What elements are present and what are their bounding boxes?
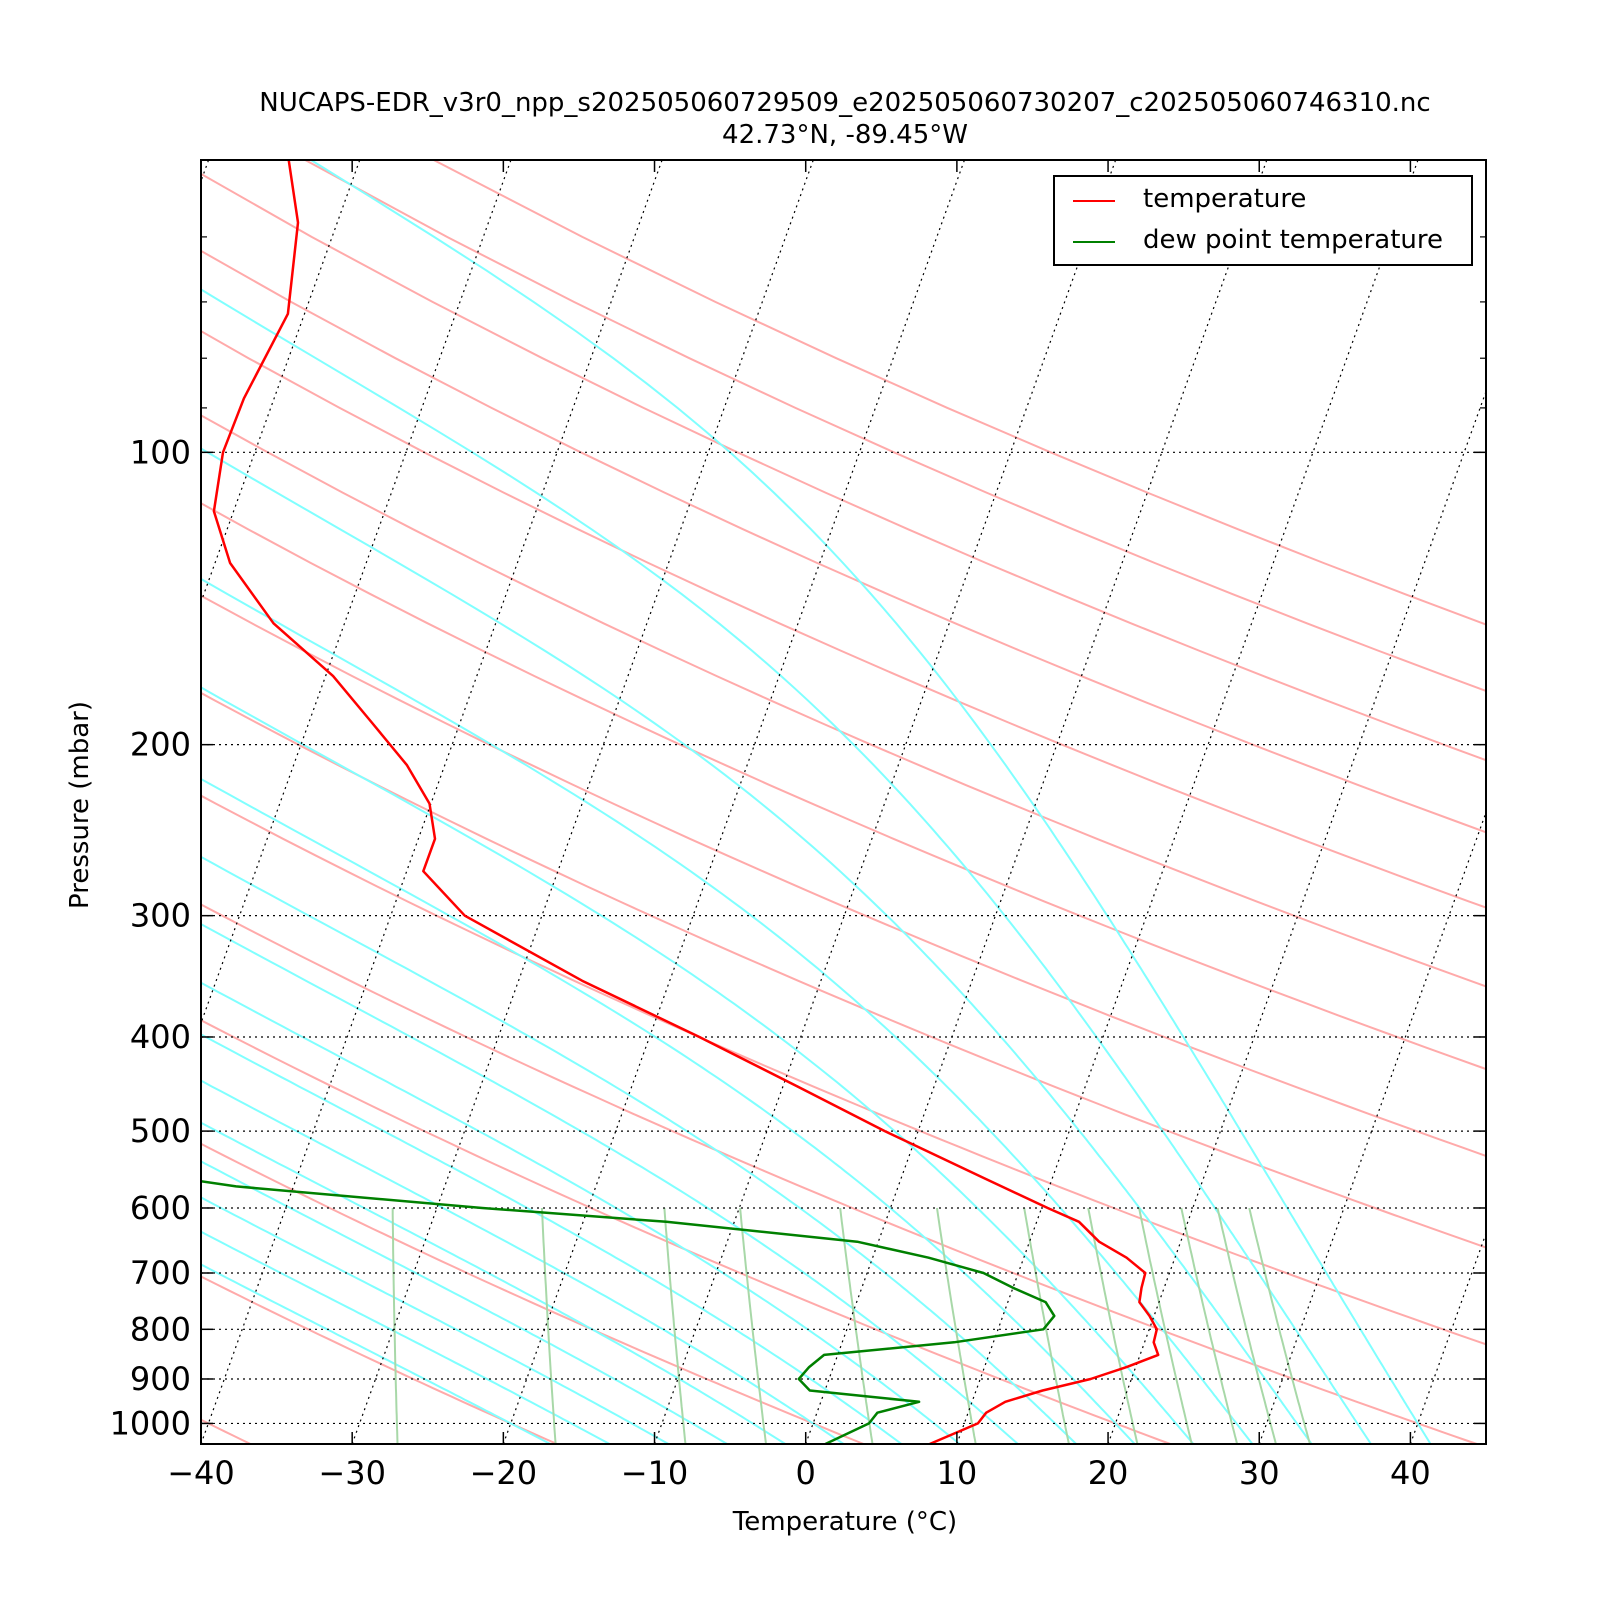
temperature-line <box>212 160 1160 1444</box>
isotherm-line <box>1107 389 1486 1444</box>
y-tick-label: 1000 <box>110 1404 191 1442</box>
x-tick-label: −40 <box>167 1454 235 1492</box>
legend-swatch-temperature <box>1073 200 1115 202</box>
chart-subtitle: 42.73°N, -89.45°W <box>722 120 968 150</box>
isotherm-line <box>805 160 1268 1444</box>
moist-adiabat-line <box>201 686 1195 1444</box>
legend-swatch-dewpoint <box>1073 241 1115 243</box>
mixing-ratio-line <box>839 1207 874 1444</box>
y-tick-label: 100 <box>130 433 191 471</box>
y-tick-label: 300 <box>130 897 191 935</box>
x-axis-label: Temperature (°C) <box>732 1507 958 1537</box>
moist-adiabat-line <box>201 1263 551 1444</box>
y-tick-label: 900 <box>130 1360 191 1398</box>
moist-adiabat-line <box>201 577 1254 1444</box>
x-tick-label: 20 <box>1088 1454 1129 1492</box>
mixing-ratio-line <box>1023 1207 1070 1444</box>
moist-adiabat-line <box>201 855 1077 1444</box>
moist-adiabat-line <box>201 1230 611 1444</box>
dry-adiabat-line <box>201 172 1486 762</box>
x-tick-label: 40 <box>1390 1454 1431 1492</box>
moist-adiabat-line <box>201 922 1019 1444</box>
x-tick-label: 30 <box>1239 1454 1280 1492</box>
y-tick-label: 800 <box>130 1310 191 1348</box>
moist-adiabat-line <box>201 1196 669 1444</box>
legend-label-temperature: temperature <box>1143 184 1307 214</box>
dry-adiabat-line <box>201 903 1478 1444</box>
dry-adiabat-line <box>201 414 1486 988</box>
moist-adiabat-line <box>310 160 1432 1444</box>
isotherm-line <box>1258 810 1486 1444</box>
moist-adiabat-line <box>201 777 1136 1444</box>
y-tick-label: 600 <box>130 1189 191 1227</box>
isotherm-line <box>1562 160 1600 1444</box>
dew-point-line <box>201 1180 1056 1444</box>
dry-adiabat-line <box>201 502 1486 1071</box>
dry-adiabat-line <box>201 594 1486 1158</box>
moist-adiabat-line <box>201 1079 845 1444</box>
mixing-ratio-line <box>663 1207 687 1444</box>
isotherm-line <box>956 160 1419 1444</box>
mixing-ratio-line <box>1216 1207 1277 1444</box>
x-tick-label: 0 <box>796 1454 816 1492</box>
x-tick-label: 10 <box>937 1454 978 1492</box>
mixing-ratio-line <box>739 1207 767 1444</box>
y-tick-label: 500 <box>130 1112 191 1150</box>
y-tick-label: 700 <box>130 1254 191 1292</box>
dry-adiabat-line <box>201 249 1486 834</box>
x-tick-label: −30 <box>318 1454 386 1492</box>
dry-adiabat-line <box>201 1019 1171 1444</box>
dry-adiabat-line <box>201 794 1486 1346</box>
moist-adiabat-line <box>201 288 1372 1444</box>
mixing-ratio-line <box>540 1207 557 1444</box>
chart-title: NUCAPS-EDR_v3r0_npp_s202505060729509_e20… <box>259 88 1431 118</box>
dry-adiabat-line <box>201 330 1486 909</box>
y-tick-label: 400 <box>130 1018 191 1056</box>
isotherm-line <box>201 160 512 1025</box>
isotherm-line <box>0 160 57 1444</box>
x-tick-label: −10 <box>621 1454 689 1492</box>
isotherm-line <box>201 160 210 183</box>
isotherm-line <box>1409 1231 1486 1444</box>
moist-adiabat-line <box>201 1033 903 1444</box>
plot-frame <box>200 159 1487 1445</box>
legend-item-temperature: temperature <box>1055 181 1471 221</box>
x-tick-label: −20 <box>470 1454 538 1492</box>
moist-adiabat-line <box>201 981 961 1444</box>
mixing-ratio-line <box>1087 1207 1139 1444</box>
moist-adiabat-line <box>201 447 1313 1444</box>
mixing-ratio-line <box>1248 1207 1311 1444</box>
mixing-ratio-line <box>1138 1207 1193 1444</box>
y-axis-label: Pressure (mbar) <box>65 700 95 910</box>
legend: temperature dew point temperature <box>1053 175 1473 266</box>
legend-item-dewpoint: dew point temperature <box>1055 222 1471 262</box>
moist-adiabat-line <box>201 1121 786 1444</box>
mixing-ratio-line <box>391 1208 399 1444</box>
mixing-ratio-line <box>1180 1207 1239 1444</box>
isotherm-line <box>201 160 663 1444</box>
isotherm-line <box>653 160 1117 1444</box>
y-tick-label: 200 <box>130 726 191 764</box>
dry-adiabat-line <box>201 1142 865 1444</box>
legend-label-dewpoint: dew point temperature <box>1143 225 1444 255</box>
